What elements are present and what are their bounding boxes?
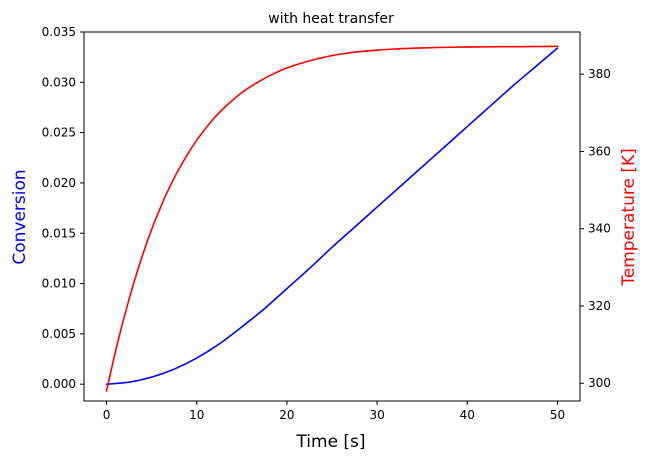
x-tick-label: 0 <box>103 408 111 422</box>
left-y-tick-label: 0.010 <box>42 277 76 291</box>
left-y-tick-label: 0.015 <box>42 226 76 240</box>
right-y-tick-label: 360 <box>588 144 611 158</box>
right-y-tick-label: 380 <box>588 67 611 81</box>
left-y-tick-label: 0.000 <box>42 377 76 391</box>
temperature-series-line <box>105 45 559 392</box>
ticks-layer: 0 10 20 30 40 50 0.000 0.005 0.010 0.015 0.020 0.02… <box>42 25 611 422</box>
x-tick-label: 30 <box>369 408 384 422</box>
x-axis-label: Time [s] <box>295 432 365 452</box>
x-tick-label: 40 <box>460 408 475 422</box>
plot-frame <box>83 31 581 402</box>
right-y-tick-label: 320 <box>588 299 611 313</box>
plot-lines <box>105 45 559 392</box>
right-y-tick-label: 300 <box>588 376 611 390</box>
chart-title: with heat transfer <box>268 11 394 27</box>
left-y-tick-label: 0.030 <box>42 75 76 89</box>
conversion-series-line <box>105 47 559 385</box>
left-axis-label: Conversion <box>10 169 30 264</box>
x-tick-label: 50 <box>550 408 565 422</box>
left-y-tick-label: 0.035 <box>42 25 76 39</box>
x-tick-label: 10 <box>189 408 204 422</box>
left-y-tick-label: 0.020 <box>42 176 76 190</box>
left-y-tick-label: 0.025 <box>42 126 76 140</box>
x-tick-label: 20 <box>279 408 294 422</box>
right-axis-label: Temperature [K] <box>619 148 639 287</box>
left-y-tick-label: 0.005 <box>42 327 76 341</box>
right-y-tick-label: 340 <box>588 222 611 236</box>
